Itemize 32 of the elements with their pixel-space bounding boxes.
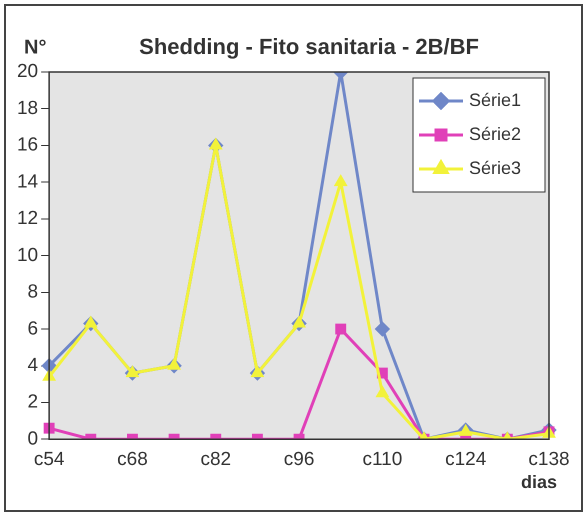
- y-tick-label: 10: [16, 244, 38, 266]
- chart-title: Shedding - Fito sanitaria - 2B/BF: [139, 34, 479, 60]
- y-tick-label: 20: [16, 61, 38, 82]
- x-tick-label: c138: [528, 448, 570, 470]
- legend-label: Série1: [469, 90, 522, 110]
- y-tick-label: 2: [28, 392, 38, 413]
- x-tick-label: c124: [445, 448, 487, 470]
- point: [292, 316, 306, 328]
- y-axis-title: N°: [24, 36, 46, 59]
- y-tick-label: 14: [16, 171, 39, 192]
- x-tick-label: c54: [34, 448, 65, 470]
- y-tick-label: 6: [28, 318, 38, 340]
- point: [335, 324, 346, 334]
- x-tick-label: c96: [284, 448, 314, 470]
- y-tick-label: 18: [16, 98, 38, 119]
- y-tick-label: 0: [28, 428, 38, 450]
- point: [374, 322, 390, 337]
- y-tick-label: 16: [16, 134, 38, 156]
- point: [84, 316, 98, 328]
- legend-label: Série2: [469, 124, 522, 144]
- y-tick-label: 8: [28, 282, 38, 303]
- point: [126, 366, 140, 378]
- x-axis-title: dias: [520, 472, 557, 492]
- point: [250, 366, 264, 378]
- legend-label: Série3: [469, 158, 522, 178]
- x-tick-label: c82: [200, 448, 232, 470]
- y-tick-label: 12: [16, 208, 38, 230]
- point: [168, 358, 181, 370]
- x-tick-label: c68: [117, 448, 148, 470]
- point: [376, 386, 389, 398]
- y-tick-label: 4: [28, 354, 39, 376]
- x-tick-label: c110: [362, 448, 402, 470]
